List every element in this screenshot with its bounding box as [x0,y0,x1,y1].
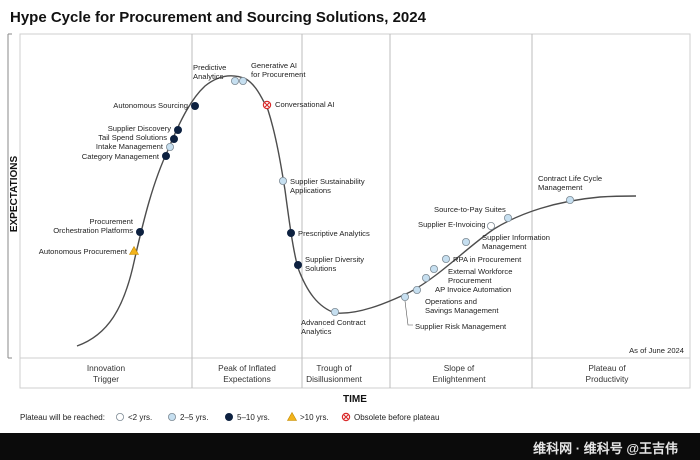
plot-frame [19,33,691,389]
legend-label-lt2: <2 yrs. [128,413,152,422]
tech-label-procurement-orchestration-platforms-line-1: Procurement [90,217,134,226]
tech-marker-predictive-analytics [230,77,239,86]
tech-label-supplier-diversity-solutions-line-1: Supplier Diversity [305,255,364,264]
tech-label-supplier-information-management-line-1: Supplier Information [482,233,550,242]
tech-label-ap-invoice-automation: AP Invoice Automation [435,285,511,294]
legend-marker-2to5 [167,412,176,421]
tech-marker-conversational-ai [262,100,272,110]
footer-bar: 维科网 · 维科号 @王吉伟 [0,433,700,460]
hype-curve [76,75,637,347]
tech-label-intake-management: Intake Management [96,142,164,151]
tech-label-category-management: Category Management [82,152,160,161]
phase-label-2-line-1: Peak of Inflated [218,363,276,373]
legend-marker-obsolete-cross [343,414,349,420]
tech-label-supplier-e-invoicing: Supplier E-Invoicing [418,220,486,229]
tech-marker-intake-management [165,142,174,151]
legend-title: Plateau will be reached: [20,413,105,422]
tech-marker-supplier-sustainability-applications [278,176,287,185]
tech-marker-source-to-pay-suites [503,213,512,222]
phase-label-3-line-2: Disillusionment [306,374,362,384]
tech-label-operations-and-savings-management-line-1: Operations and [425,297,477,306]
phase-label-4-line-2: Enlightenment [432,374,486,384]
tech-label-contract-life-cycle-management-line-2: Management [538,183,583,192]
tech-label-external-workforce-procurement-line-2: Procurement [448,276,492,285]
phase-label-1-line-2: Trigger [93,374,119,384]
tech-label-generative-ai-for-procurement-line-2: for Procurement [251,70,306,79]
phase-label-2-line-2: Expectations [223,374,271,384]
legend-marker-gt10 [286,411,298,421]
tech-marker-generative-ai-for-procurement [238,77,247,86]
tech-label-predictive-analytics-line-2: Analytics [193,72,224,81]
legend-marker-lt2 [116,412,125,421]
phase-label-3-line-1: Trough of [316,363,352,373]
tech-label-rpa-in-procurement: RPA in Procurement [453,255,522,264]
tech-marker-supplier-risk-management [400,292,409,301]
tech-label-generative-ai-for-procurement-line-1: Generative AI [251,61,297,70]
legend-label-gt10: >10 yrs. [300,413,329,422]
as-of-note: As of June 2024 [629,346,684,355]
tech-label-autonomous-procurement: Autonomous Procurement [39,247,128,256]
tech-marker-rpa-in-procurement [441,254,450,263]
legend-marker-5to10 [224,412,233,421]
tech-marker-contract-life-cycle-management [566,195,575,204]
watermark-text: 维科网 · 维科号 @王吉伟 [533,441,678,456]
y-axis-title: EXPECTATIONS [9,156,20,233]
tech-marker-advanced-contract-analytics [330,307,339,316]
tech-marker-procurement-orchestration-platforms [135,227,144,236]
tech-label-supplier-diversity-solutions-line-2: Solutions [305,264,336,273]
tech-label-supplier-sustainability-applications-line-1: Supplier Sustainability [290,177,365,186]
tech-marker-autonomous-sourcing [190,102,199,111]
tech-label-supplier-risk-management: Supplier Risk Management [415,322,507,331]
tech-marker-category-management [161,151,170,160]
tech-label-conversational-ai: Conversational AI [275,100,335,109]
tech-marker-conversational-ai-cross [264,102,270,108]
legend-marker-obsolete [341,412,351,422]
tech-marker-external-workforce-procurement [429,264,438,273]
tech-label-operations-and-savings-management-line-2: Savings Management [425,306,499,315]
tech-marker-supplier-information-management [461,237,470,246]
tech-label-predictive-analytics-line-1: Predictive [193,63,226,72]
legend-label-obsolete: Obsolete before plateau [354,413,439,422]
tech-label-advanced-contract-analytics-line-1: Advanced Contract [301,318,366,327]
tech-marker-tail-spend-solutions [169,134,178,143]
phase-label-5-line-2: Productivity [586,374,630,384]
tech-label-supplier-information-management-line-2: Management [482,242,527,251]
tech-marker-operations-and-savings-management [412,285,421,294]
tech-label-procurement-orchestration-platforms-line-2: Orchestration Platforms [53,226,133,235]
tech-marker-ap-invoice-automation [421,273,430,282]
x-axis-title: TIME [343,394,367,405]
tech-label-advanced-contract-analytics-line-2: Analytics [301,327,332,336]
tech-label-supplier-discovery: Supplier Discovery [108,124,172,133]
chart-title: Hype Cycle for Procurement and Sourcing … [10,9,426,26]
tech-label-external-workforce-procurement-line-1: External Workforce [448,267,512,276]
leader-supplier-risk-management [404,300,413,326]
tech-label-contract-life-cycle-management-line-1: Contract Life Cycle [538,174,602,183]
tech-label-prescriptive-analytics: Prescriptive Analytics [298,229,370,238]
tech-marker-prescriptive-analytics [286,228,295,237]
tech-marker-supplier-diversity-solutions [293,260,302,269]
hype-cycle-chart: Autonomous ProcurementProcurementOrchest… [7,33,691,422]
tech-marker-supplier-e-invoicing [486,221,495,230]
legend-label-5to10: 5–10 yrs. [237,413,270,422]
phase-label-1-line-1: Innovation [87,363,126,373]
tech-label-source-to-pay-suites: Source-to-Pay Suites [434,205,506,214]
tech-label-autonomous-sourcing: Autonomous Sourcing [113,101,188,110]
tech-marker-supplier-discovery [173,126,182,135]
phase-label-4-line-1: Slope of [444,363,475,373]
tech-marker-autonomous-procurement [128,245,140,255]
tech-label-supplier-sustainability-applications-line-2: Applications [290,186,331,195]
tech-label-tail-spend-solutions: Tail Spend Solutions [98,133,167,142]
legend-label-2to5: 2–5 yrs. [180,413,208,422]
phase-label-5-line-1: Plateau of [588,363,626,373]
